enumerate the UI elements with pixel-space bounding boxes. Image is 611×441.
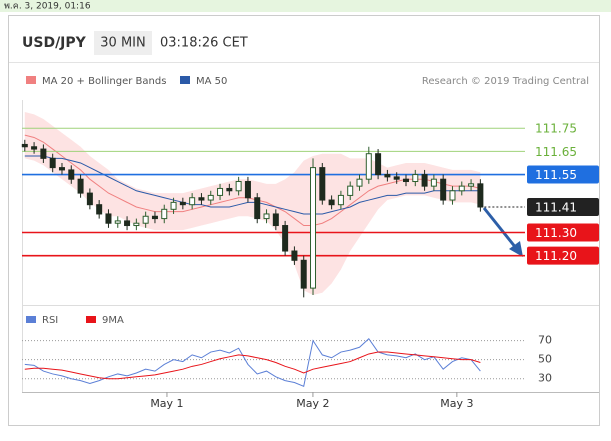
level-label: 111.65 <box>535 145 577 159</box>
candle-body <box>170 201 177 210</box>
bollinger-band <box>24 112 481 296</box>
candle-body <box>96 204 103 215</box>
candle-body <box>161 208 168 220</box>
candle-body <box>114 220 121 224</box>
candle-body <box>86 192 93 206</box>
candle-body <box>77 178 84 194</box>
candle-body <box>300 259 307 289</box>
level-box <box>527 165 599 184</box>
candle-body <box>449 190 456 201</box>
candle-body <box>412 174 419 183</box>
candle-body <box>217 187 224 196</box>
top-strip <box>0 0 611 12</box>
candle-body <box>356 178 363 187</box>
level-label: 111.20 <box>535 249 577 263</box>
x-tick-label: May 2 <box>296 397 329 410</box>
candle-body <box>198 197 205 201</box>
candle-body <box>263 213 270 220</box>
level-box <box>527 223 599 242</box>
candle-body <box>458 185 465 192</box>
candle-body <box>31 146 38 150</box>
legend-swatch <box>26 76 36 84</box>
candle-body <box>393 176 400 180</box>
candle-body <box>105 213 112 224</box>
legend-label: 9MA <box>102 315 124 326</box>
candle-body <box>328 199 335 206</box>
candle-body <box>282 225 289 252</box>
candle-body <box>291 250 298 261</box>
candle-body <box>179 201 186 206</box>
forecast-arrow <box>482 207 523 257</box>
candle-body <box>272 213 279 227</box>
candle-body <box>319 167 326 201</box>
pair: USD/JPY <box>22 35 87 51</box>
timeframe: 30 MIN <box>100 36 145 51</box>
candle-body <box>347 185 354 196</box>
candle-body <box>375 153 382 176</box>
y-tick-label: 30 <box>538 372 552 385</box>
y-tick-label: 50 <box>538 353 552 366</box>
level-box <box>527 198 599 216</box>
rsi-line <box>24 337 481 388</box>
candle-body <box>21 143 28 148</box>
legend-swatch <box>26 316 36 323</box>
candle-body <box>226 187 233 192</box>
candle-body <box>124 220 131 227</box>
level-label: 111.75 <box>535 122 577 136</box>
candle-body <box>133 222 140 227</box>
legend-swatch <box>180 76 190 84</box>
candle-body <box>58 167 65 171</box>
candle-body <box>142 215 149 224</box>
candle-body <box>189 197 196 206</box>
candle-body <box>235 181 242 192</box>
y-tick-label: 70 <box>538 334 552 347</box>
candle-body <box>402 178 409 183</box>
candle-body <box>207 194 214 201</box>
legend-label: MA 20 + Bollinger Bands <box>42 76 166 87</box>
candle-body <box>477 183 484 208</box>
candle-body <box>254 197 261 220</box>
candle-body <box>430 178 437 187</box>
candle-body <box>68 169 75 180</box>
date: พ.ค. 3, 2019, 01:16 <box>4 2 91 12</box>
candle-body <box>421 174 428 187</box>
legend-label: RSI <box>42 315 58 326</box>
candle-body <box>337 194 344 206</box>
candle-body <box>365 153 372 180</box>
candle-body <box>49 157 56 169</box>
candle-body <box>440 178 447 201</box>
credit: Research © 2019 Trading Central <box>422 76 589 87</box>
x-tick-label: May 3 <box>440 397 473 410</box>
x-tick-label: May 1 <box>150 397 183 410</box>
time: 03:18:26 CET <box>160 36 248 51</box>
candle-body <box>244 181 251 199</box>
legend-swatch <box>86 316 96 323</box>
level-label: 111.55 <box>535 168 577 182</box>
candle-body <box>310 167 317 289</box>
ma50-line <box>24 155 481 215</box>
candle-body <box>468 183 475 187</box>
rsi-line <box>24 351 481 380</box>
level-box <box>527 246 599 265</box>
candle-body <box>40 148 47 159</box>
legend-label: MA 50 <box>196 76 227 87</box>
candle-body <box>384 174 391 178</box>
level-label: 111.41 <box>535 201 577 215</box>
timeframe-box <box>94 31 152 55</box>
candle-body <box>151 215 158 220</box>
level-label: 111.30 <box>535 226 577 240</box>
